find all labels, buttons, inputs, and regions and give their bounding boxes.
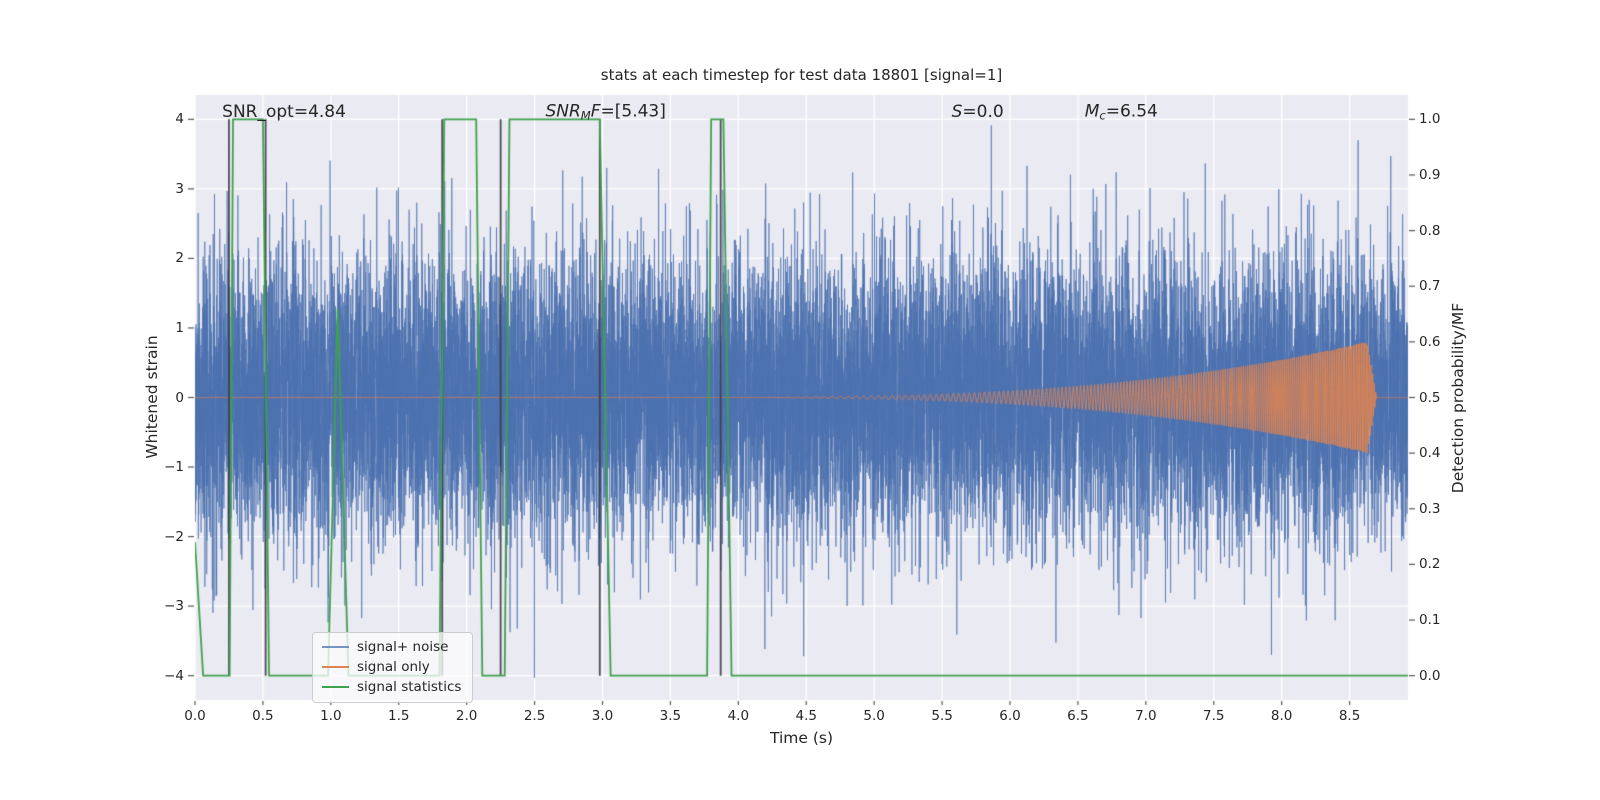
annotation-part: S xyxy=(951,102,963,123)
legend-line-swatch xyxy=(322,666,349,668)
annotation-part: =[5.43] xyxy=(600,101,666,122)
x-tick-label: 8.0 xyxy=(1270,708,1293,724)
annotation-part: SNR_opt=4.84 xyxy=(222,102,346,123)
legend-label: signal statistics xyxy=(357,679,462,695)
legend-item: signal+ noise xyxy=(322,639,461,655)
annotation-part: SNR xyxy=(545,101,581,122)
x-tick-label: 7.0 xyxy=(1135,708,1157,724)
x-tick-label: 5.0 xyxy=(863,708,885,724)
legend-line-swatch xyxy=(322,686,349,688)
y-tick-label-right: 0.4 xyxy=(1419,445,1441,462)
y-tick-label-right: 0.9 xyxy=(1419,166,1441,183)
x-tick-label: 8.5 xyxy=(1338,708,1361,724)
legend-item: signal only xyxy=(322,659,461,675)
chart-title: stats at each timestep for test data 188… xyxy=(600,66,1003,84)
y-tick-label-left: 2 xyxy=(175,250,184,267)
x-tick-label: 4.5 xyxy=(795,708,817,724)
y-tick-label-right: 0.8 xyxy=(1419,222,1441,239)
annotation: SNR_opt=4.84 xyxy=(222,102,346,122)
x-tick-label: 5.5 xyxy=(931,708,953,724)
x-tick-label: 3.0 xyxy=(591,708,614,724)
y-tick-label-right: 0.5 xyxy=(1419,389,1441,406)
y-tick-label-left: 3 xyxy=(175,180,184,197)
annotation: S=0.0 xyxy=(952,102,1004,122)
annotation-part: c xyxy=(1099,109,1106,124)
annotation-part: M xyxy=(1084,101,1100,122)
legend-label: signal only xyxy=(357,659,430,675)
y-axis-label-left: Whitened strain xyxy=(143,335,161,459)
x-axis-label: Time (s) xyxy=(769,729,834,747)
annotation: SNRMF=[5.43] xyxy=(545,102,665,123)
x-tick-label: 2.0 xyxy=(455,708,478,724)
annotation-part: M xyxy=(580,109,591,124)
annotation: Mc=6.54 xyxy=(1085,102,1158,123)
y-tick-label-left: 4 xyxy=(175,111,184,128)
y-tick-label-left: −1 xyxy=(164,459,184,476)
y-tick-label-right: 0.0 xyxy=(1419,667,1441,684)
x-tick-label: 4.0 xyxy=(727,708,750,724)
x-tick-label: 1.5 xyxy=(388,708,410,724)
y-tick-label-left: −3 xyxy=(164,598,184,615)
legend-item: signal statistics xyxy=(322,679,461,695)
y-tick-label-right: 0.3 xyxy=(1419,500,1441,517)
x-tick-label: 6.5 xyxy=(1067,708,1089,724)
y-tick-label-left: 0 xyxy=(175,389,184,406)
legend: signal+ noise signal only signal statistic… xyxy=(312,632,474,703)
y-tick-label-right: 0.2 xyxy=(1419,556,1441,573)
x-tick-label: 0.5 xyxy=(252,708,274,724)
annotation-part: F xyxy=(590,101,601,122)
y-tick-label-right: 1.0 xyxy=(1419,111,1441,128)
y-tick-label-left: −2 xyxy=(164,528,184,545)
y-tick-label-left: 1 xyxy=(175,319,184,336)
y-tick-label-right: 0.7 xyxy=(1419,278,1441,295)
x-tick-label: 1.0 xyxy=(320,708,342,724)
x-tick-label: 6.0 xyxy=(999,708,1021,724)
legend-label: signal+ noise xyxy=(357,639,449,655)
x-tick-label: 2.5 xyxy=(523,708,546,724)
y-tick-label-left: −4 xyxy=(164,667,184,684)
legend-line-swatch xyxy=(322,646,349,648)
annotation-part: =6.54 xyxy=(1105,101,1158,122)
x-tick-label: 7.5 xyxy=(1203,708,1225,724)
y-axis-label-right: Detection probability/MF xyxy=(1449,302,1467,494)
x-tick-label: 3.5 xyxy=(659,708,682,724)
y-tick-label-right: 0.1 xyxy=(1419,612,1441,629)
y-tick-label-right: 0.6 xyxy=(1419,333,1441,350)
annotation-part: =0.0 xyxy=(962,102,1004,123)
x-tick-label: 0.0 xyxy=(184,708,206,724)
